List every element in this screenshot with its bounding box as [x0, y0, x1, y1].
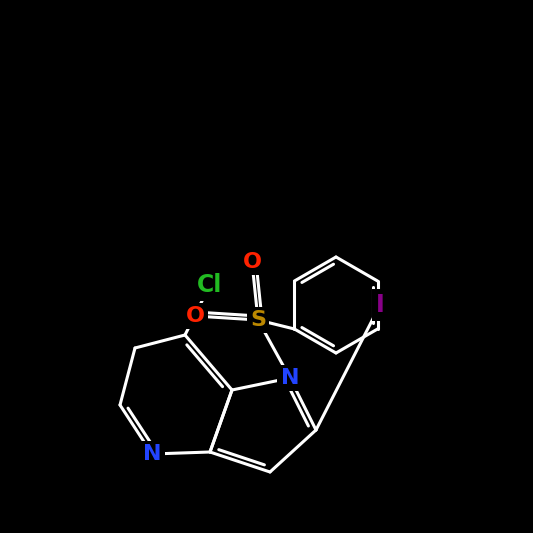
Text: O: O	[185, 306, 205, 326]
Text: N: N	[143, 444, 161, 464]
Text: Cl: Cl	[197, 273, 223, 297]
Text: I: I	[376, 293, 384, 317]
Text: S: S	[250, 310, 266, 330]
Text: O: O	[243, 252, 262, 272]
Text: N: N	[281, 368, 299, 388]
